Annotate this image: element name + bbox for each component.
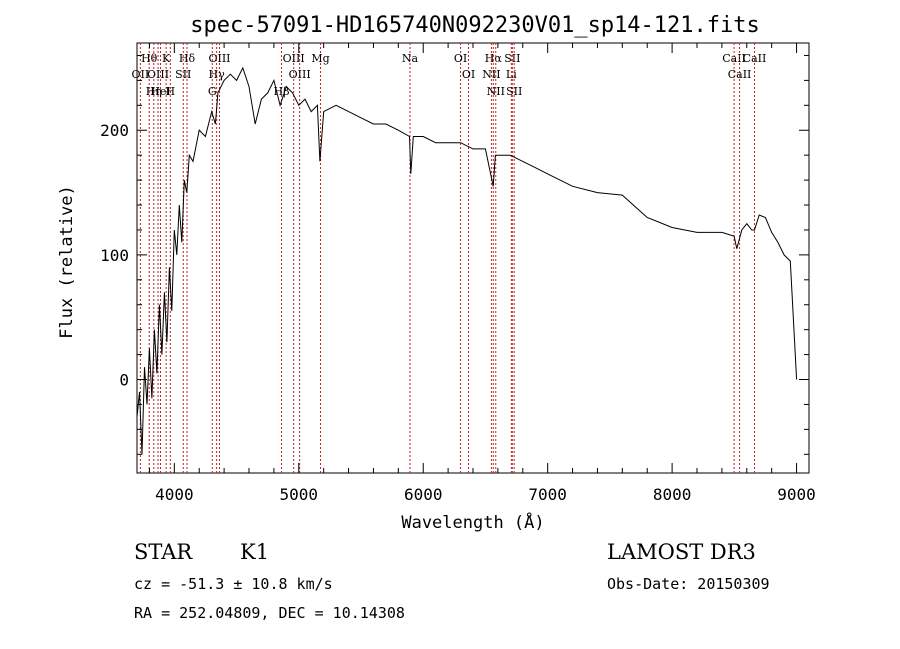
spectral-line-label: NII [487, 85, 505, 98]
spectral-line-label: SII [504, 52, 520, 65]
cz-value: cz = -51.3 ± 10.8 km/s [134, 575, 333, 593]
spectral-line-label: CaII [743, 52, 767, 65]
spectral-line-label: OI [454, 52, 467, 65]
x-tick-label: 8000 [653, 485, 692, 504]
spectral-line-label: Mg [311, 52, 329, 65]
obs-date: Obs-Date: 20150309 [607, 575, 770, 593]
spectral-line-label: Hα [485, 52, 503, 65]
spectral-line-label: OI [462, 68, 475, 81]
x-axis-label: Wavelength (Å) [401, 511, 544, 533]
spectral-line-label: OIII [147, 68, 169, 81]
spectral-line-label: NII [482, 68, 500, 81]
spectral-line-label: K [162, 52, 171, 65]
coordinates: RA = 252.04809, DEC = 10.14308 [134, 604, 405, 622]
axis-ticks: 4000 5000 6000 7000 8000 9000 0 100 200 [100, 43, 816, 504]
spectral-line-label: Li [506, 68, 517, 81]
spectral-line-label: Hθ [141, 52, 158, 65]
spectrum-line [136, 66, 798, 455]
y-tick-label: 200 [100, 121, 129, 140]
spectral-line-label: Hη [146, 85, 162, 98]
spectral-line-label: H [166, 85, 176, 98]
y-tick-label: 100 [100, 246, 129, 265]
spectral-line-label: SII [506, 85, 522, 98]
object-class: STAR [134, 540, 193, 564]
y-axis-label: Flux (relative) [57, 185, 77, 339]
spectral-line-label: Hδ [179, 52, 196, 65]
spectral-line-label: SII [175, 68, 191, 81]
spectral-line-label: Na [402, 52, 419, 65]
spectral-line-label: OIII [289, 68, 311, 81]
spectral-line-label: CaII [728, 68, 752, 81]
x-tick-label: 5000 [280, 485, 319, 504]
x-tick-label: 4000 [155, 485, 194, 504]
spectral-line-label: OIII [283, 52, 305, 65]
y-tick-label: 0 [119, 371, 129, 390]
plot-frame [136, 42, 810, 474]
chart-title: spec-57091-HD165740N092230V01_sp14-121.f… [190, 13, 760, 38]
object-subclass: K1 [240, 540, 270, 564]
survey-name: LAMOST DR3 [607, 540, 756, 564]
spectral-line-label: Hγ [209, 68, 226, 81]
x-tick-label: 9000 [777, 485, 816, 504]
spectral-line-label: G [208, 85, 217, 98]
x-tick-label: 7000 [528, 485, 567, 504]
spectral-line-label: OII [132, 68, 150, 81]
spectral-line-label: HeI [150, 85, 170, 98]
spectral-line-label: OIII [208, 52, 230, 65]
x-tick-label: 6000 [404, 485, 443, 504]
